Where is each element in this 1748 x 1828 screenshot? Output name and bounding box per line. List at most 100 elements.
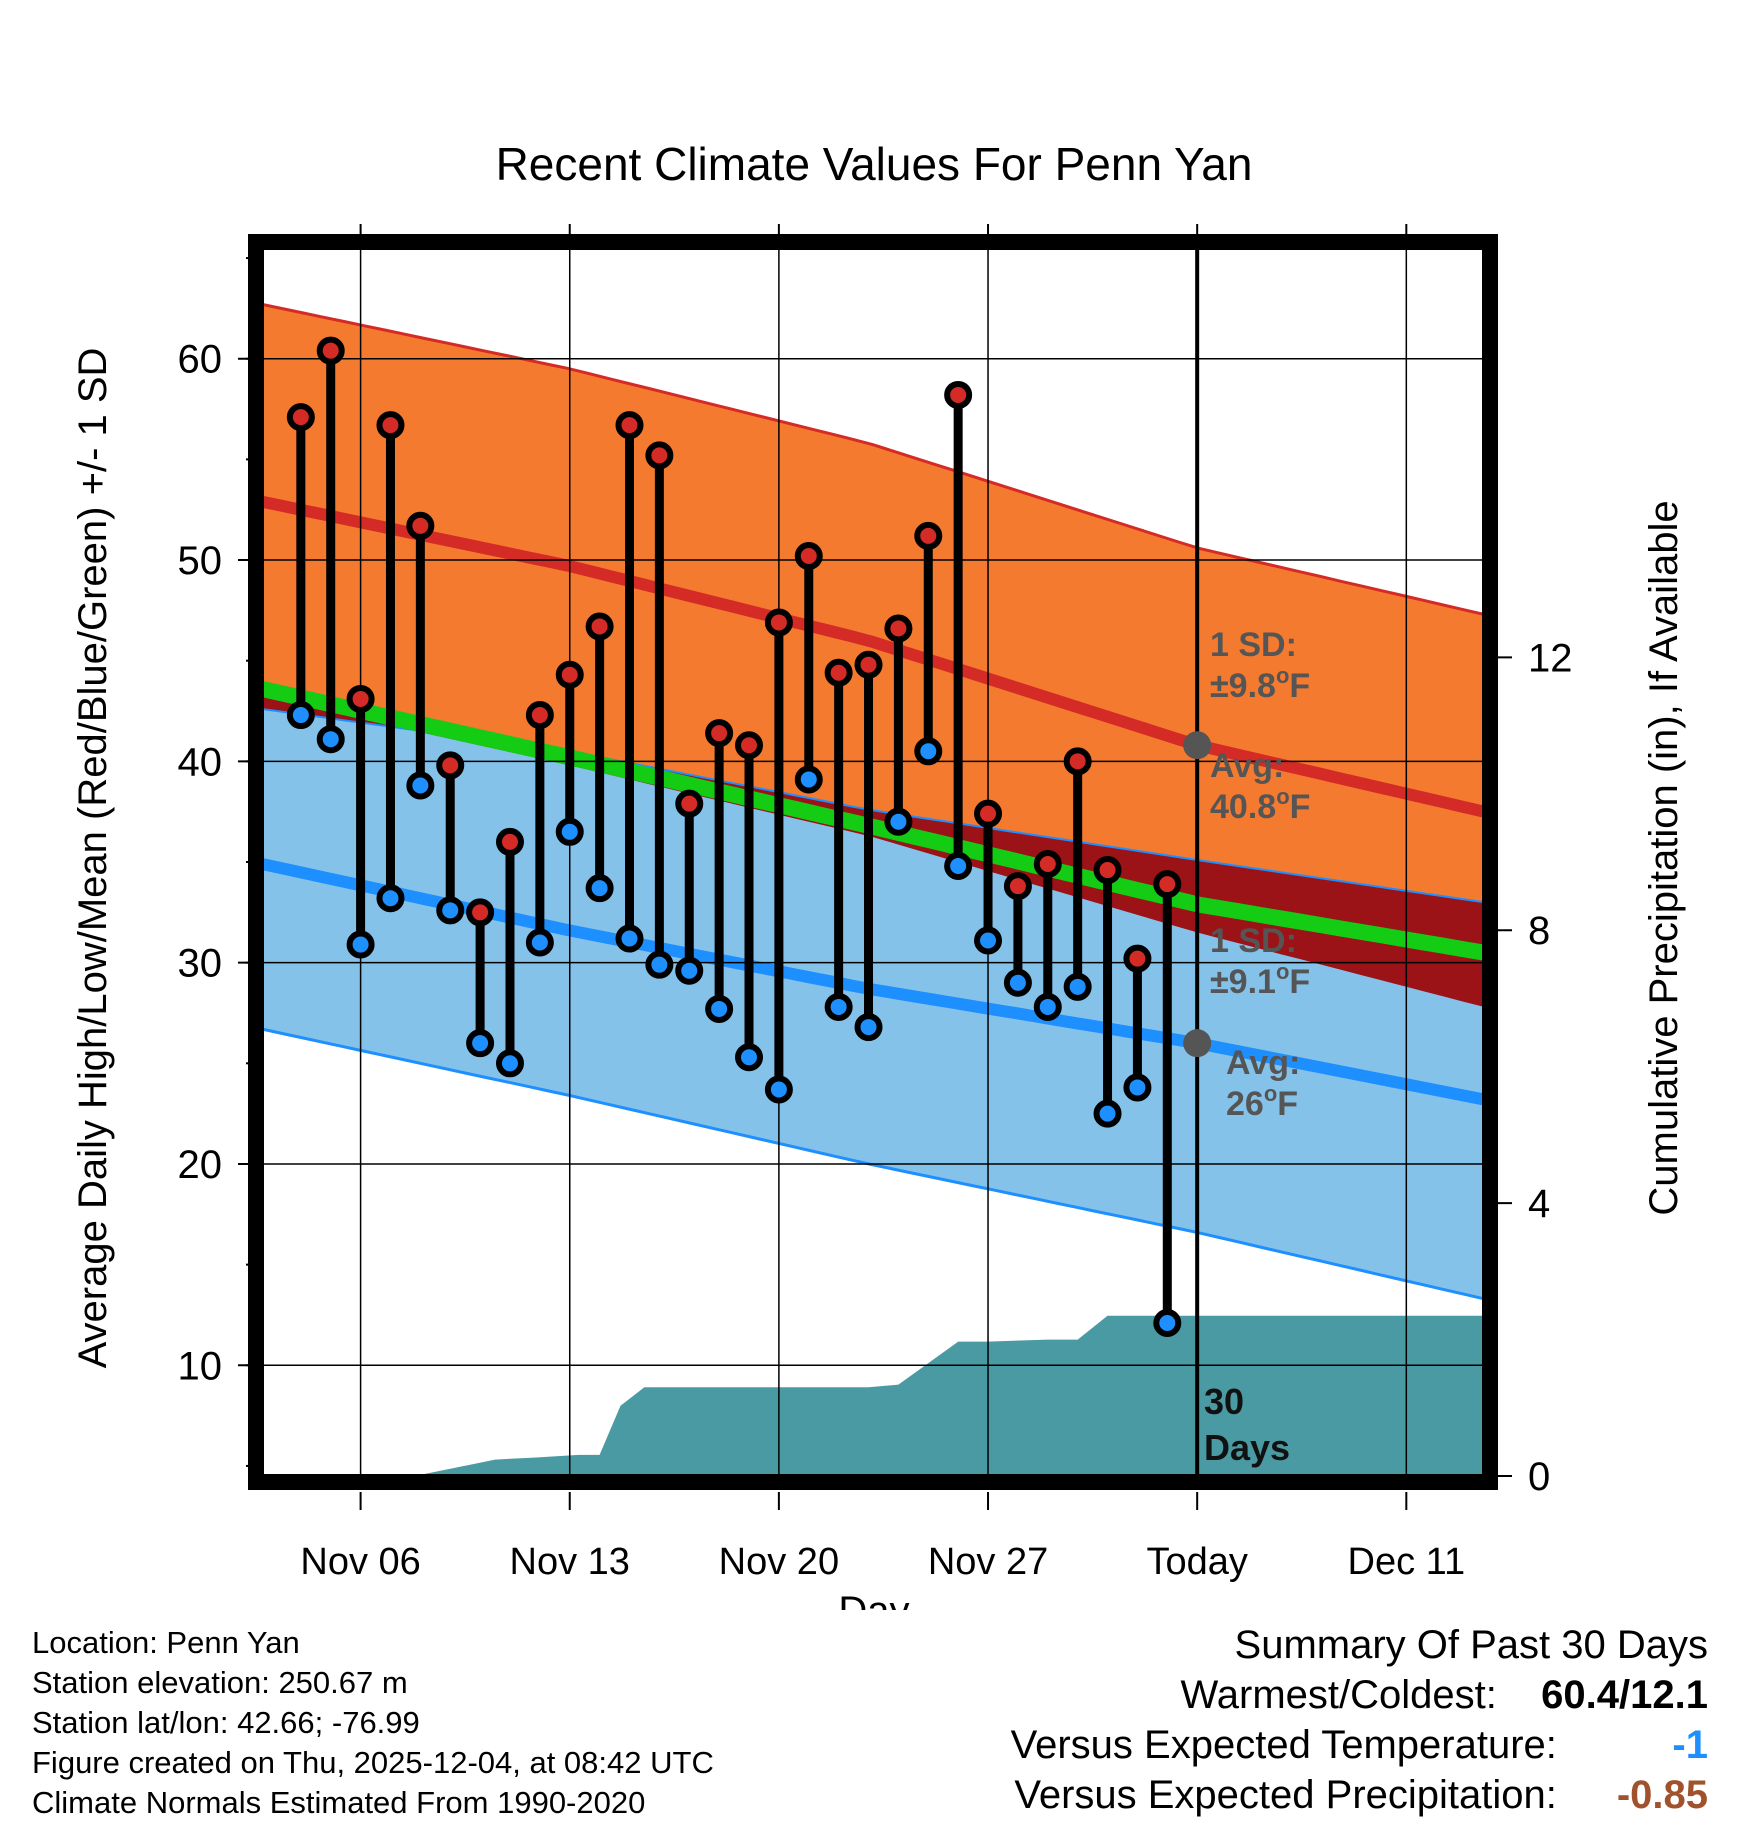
observation	[495, 827, 524, 1078]
days-count: 30	[1204, 1381, 1244, 1422]
y-tick-label: 40	[178, 740, 223, 784]
low-point	[794, 765, 823, 794]
low-point	[1033, 992, 1062, 1021]
climate-chart: Recent Climate Values For Penn Yan 1 SD:…	[71, 138, 1686, 1610]
high-point	[944, 380, 973, 409]
high-avg-marker	[1183, 731, 1212, 760]
low-point	[286, 701, 315, 730]
y-tick-label: 20	[178, 1143, 223, 1187]
low-point	[406, 771, 435, 800]
high-point	[555, 660, 584, 689]
temp-value: -1	[1672, 1723, 1708, 1767]
observation	[974, 799, 1003, 955]
low-avg-value: 26oF	[1226, 1081, 1298, 1123]
created-text: Figure created on Thu, 2025-12-04, at 08…	[32, 1745, 714, 1780]
high-point	[884, 614, 913, 643]
axes: 10 20 30 40 50 60 0 4 8 12 Nov 06 Nov 13 Nov 20 Nov 2…	[178, 224, 1573, 1583]
days-label: Days	[1204, 1427, 1290, 1468]
high-point	[854, 650, 883, 679]
normals-text: Climate Normals Estimated From 1990-2020	[32, 1785, 646, 1820]
observation	[436, 751, 465, 925]
low-point	[436, 896, 465, 925]
elevation-text: Station elevation: 250.67 m	[32, 1665, 408, 1700]
high-avg-label: Avg:	[1210, 747, 1284, 785]
high-avg-value: 40.8oF	[1210, 784, 1310, 826]
low-point	[705, 994, 734, 1023]
observation	[705, 719, 734, 1023]
observation	[735, 731, 764, 1072]
low-point	[675, 956, 704, 985]
observation	[376, 411, 405, 913]
observation	[884, 614, 913, 836]
high-point	[316, 336, 345, 365]
high-point	[376, 411, 405, 440]
observation	[466, 898, 495, 1058]
low-avg-marker	[1183, 1029, 1212, 1058]
observation	[1033, 850, 1062, 1021]
low-point	[525, 928, 554, 957]
precip-value: -0.85	[1616, 1773, 1708, 1817]
x-tick-label: Nov 06	[300, 1541, 420, 1583]
x-tick-label: Dec 11	[1348, 1541, 1466, 1583]
low-point	[495, 1049, 524, 1078]
y-tick-label: 50	[178, 539, 223, 583]
low-point	[555, 817, 584, 846]
observation	[286, 403, 315, 730]
observation	[316, 336, 345, 754]
high-point	[705, 719, 734, 748]
observation	[1153, 870, 1182, 1338]
y-tick-label: 30	[178, 942, 223, 986]
y2-tick-label: 8	[1528, 909, 1550, 953]
high-point	[436, 751, 465, 780]
high-point	[495, 827, 524, 856]
location-text: Location: Penn Yan	[32, 1625, 300, 1660]
high-point	[286, 403, 315, 432]
y-tick-label: 60	[178, 338, 223, 382]
observation	[1093, 856, 1122, 1128]
low-point	[974, 926, 1003, 955]
observation	[645, 441, 674, 979]
low-point	[1003, 968, 1032, 997]
low-lower-edge	[262, 1027, 1484, 1301]
observation	[1003, 872, 1032, 997]
high-point	[585, 612, 614, 641]
observation	[944, 380, 973, 881]
y2-tick-label: 4	[1528, 1182, 1550, 1226]
high-point	[645, 441, 674, 470]
x-tick-label: Nov 20	[719, 1541, 839, 1583]
low-point	[346, 930, 375, 959]
high-point	[1153, 870, 1182, 899]
warm-cold-label: Warmest/Coldest:	[1180, 1673, 1497, 1717]
observation	[675, 789, 704, 985]
high-upper-edge	[262, 302, 1484, 616]
high-point	[346, 684, 375, 713]
high-point	[1123, 944, 1152, 973]
observation	[406, 511, 435, 800]
high-point	[615, 411, 644, 440]
low-point	[615, 924, 644, 953]
observation	[555, 660, 584, 846]
chart-title: Recent Climate Values For Penn Yan	[496, 138, 1253, 190]
low-point	[1123, 1073, 1152, 1102]
summary-temp: Versus Expected Temperature: -1	[1011, 1720, 1708, 1770]
observation	[854, 650, 883, 1042]
y2-axis-label: Cumulative Precipitation (in), If Availa…	[1642, 500, 1686, 1215]
low-point	[764, 1075, 793, 1104]
observation	[824, 658, 853, 1021]
high-point	[794, 542, 823, 571]
low-point	[316, 725, 345, 754]
high-point	[466, 898, 495, 927]
high-point	[914, 521, 943, 550]
observation	[1063, 747, 1092, 1001]
observation	[585, 612, 614, 903]
low-point	[1063, 972, 1092, 1001]
precipitation-area	[262, 1315, 1484, 1476]
warm-cold-value: 60.4/12.1	[1541, 1673, 1708, 1717]
observation	[914, 521, 943, 766]
high-point	[974, 799, 1003, 828]
y2-tick-label: 0	[1528, 1455, 1550, 1499]
observation	[615, 411, 644, 953]
temp-label: Versus Expected Temperature:	[1010, 1723, 1557, 1767]
high-point	[525, 701, 554, 730]
